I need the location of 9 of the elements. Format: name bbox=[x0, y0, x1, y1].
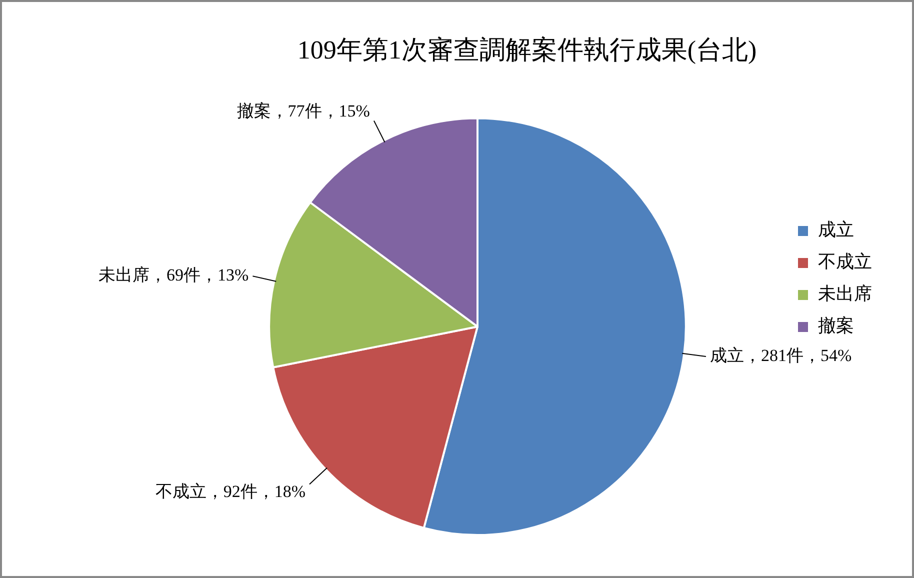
legend-label: 不成立 bbox=[818, 252, 872, 272]
data-label: 未出席，69件，13% bbox=[98, 266, 249, 285]
data-label: 不成立，92件，18% bbox=[155, 482, 306, 502]
data-label: 成立，281件，54% bbox=[710, 346, 852, 365]
chart-title: 109年第1次審查調解案件執行成果(台北) bbox=[297, 35, 757, 64]
legend-label: 成立 bbox=[818, 220, 854, 240]
data-label: 撤案，77件，15% bbox=[236, 102, 370, 121]
legend-label: 撤案 bbox=[818, 316, 854, 336]
legend-label: 未出席 bbox=[818, 284, 872, 304]
